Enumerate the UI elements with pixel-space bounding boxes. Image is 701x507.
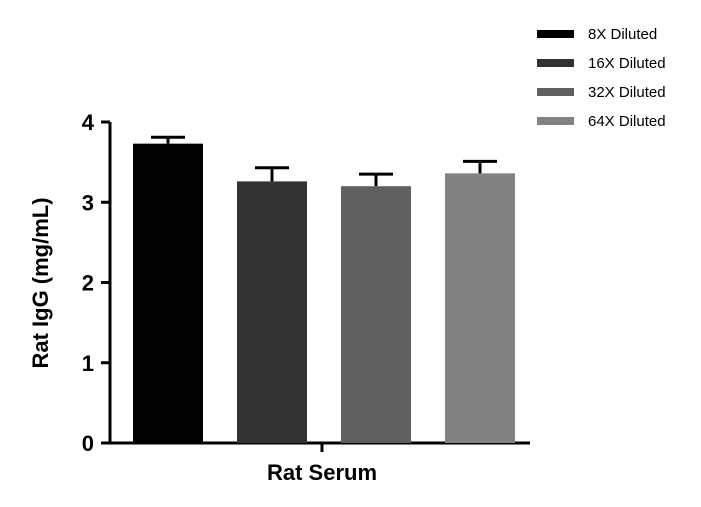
bar-group	[133, 135, 515, 444]
y-tick-label: 4	[82, 110, 95, 135]
legend-swatch	[537, 30, 574, 38]
legend-label: 16X Diluted	[588, 55, 666, 72]
y-tick-label: 0	[82, 431, 94, 456]
legend-swatch	[537, 88, 574, 96]
y-tick-label: 1	[82, 351, 94, 376]
legend-label: 32X Diluted	[588, 84, 666, 101]
y-axis-title: Rat IgG (mg/mL)	[28, 197, 53, 368]
bar	[133, 143, 203, 444]
legend-swatch	[537, 59, 574, 67]
bar	[237, 181, 307, 443]
legend-label: 64X Diluted	[588, 113, 666, 130]
legend-swatch	[537, 117, 574, 125]
y-tick-label: 3	[82, 190, 94, 215]
x-axis-title: Rat Serum	[267, 460, 377, 485]
bar	[341, 186, 411, 443]
y-axis-ticks: 0 1 2 3 4	[82, 110, 110, 456]
y-tick-label: 2	[82, 271, 94, 296]
bar	[445, 173, 515, 444]
legend: 8X Diluted 16X Diluted 32X Diluted 64X Dilu…	[537, 26, 666, 130]
legend-label: 8X Diluted	[588, 26, 657, 43]
